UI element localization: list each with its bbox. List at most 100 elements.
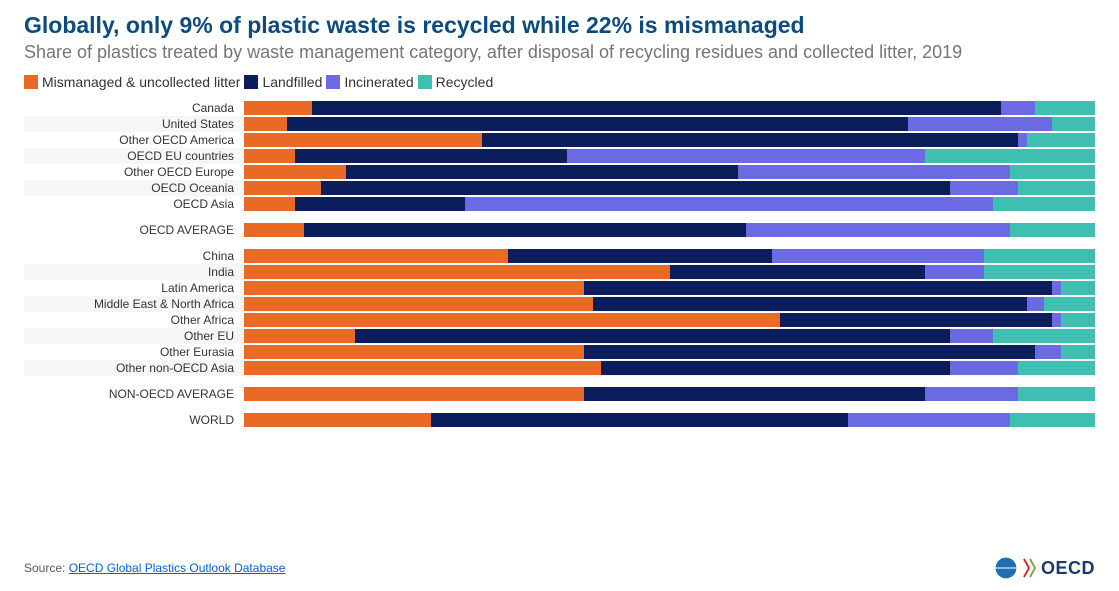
bar-segment-incinerated [1027,297,1044,311]
bar-segment-incinerated [1035,345,1061,359]
source-prefix: Source: [24,561,69,575]
bar-track [244,249,1095,263]
chart-row: Other OECD America [24,132,1095,148]
bar-segment-mismanaged [244,387,584,401]
bar-segment-landfilled [584,345,1035,359]
bar-segment-incinerated [1001,101,1035,115]
bar-segment-landfilled [355,329,951,343]
bar-segment-mismanaged [244,297,593,311]
bar-track [244,133,1095,147]
bar-segment-incinerated [1018,133,1027,147]
chart-row: India [24,264,1095,280]
bar-track [244,149,1095,163]
bar-segment-recycled [1061,345,1095,359]
bar-segment-landfilled [508,249,772,263]
bar-segment-incinerated [950,329,993,343]
bar-segment-recycled [1061,313,1095,327]
bar-segment-recycled [925,149,1095,163]
bar-segment-mismanaged [244,149,295,163]
chart-row: Other Eurasia [24,344,1095,360]
bar-segment-recycled [1018,387,1095,401]
bar-segment-mismanaged [244,413,431,427]
bar-segment-recycled [1018,181,1095,195]
legend-swatch [244,75,258,89]
bar-track [244,101,1095,115]
legend-item: Incinerated [326,74,413,90]
row-label: China [24,249,244,263]
bar-track [244,361,1095,375]
bar-segment-landfilled [584,387,924,401]
row-label: Latin America [24,281,244,295]
bar-track [244,117,1095,131]
bar-segment-recycled [1044,297,1095,311]
row-label: Canada [24,101,244,115]
bar-track [244,181,1095,195]
bar-segment-mismanaged [244,165,346,179]
bar-segment-incinerated [567,149,924,163]
chart-row: Latin America [24,280,1095,296]
bar-segment-incinerated [1052,313,1061,327]
bar-segment-landfilled [287,117,908,131]
bar-segment-recycled [1010,165,1095,179]
bar-track [244,281,1095,295]
row-label: OECD AVERAGE [24,223,244,237]
bar-segment-incinerated [465,197,993,211]
bar-segment-mismanaged [244,249,508,263]
legend-swatch [418,75,432,89]
bar-track [244,345,1095,359]
bar-segment-mismanaged [244,223,304,237]
chart-plot-area: CanadaUnited StatesOther OECD America OEC… [24,100,1095,428]
chart-row: United States [24,116,1095,132]
row-label: India [24,265,244,279]
bar-segment-incinerated [848,413,1010,427]
bar-segment-recycled [1035,101,1095,115]
bar-segment-incinerated [738,165,1010,179]
bar-segment-mismanaged [244,281,584,295]
row-label: Other Africa [24,313,244,327]
chart-row: Other non-OECD Asia [24,360,1095,376]
bar-track [244,313,1095,327]
source-link[interactable]: OECD Global Plastics Outlook Database [69,561,286,575]
row-label: OECD Oceania [24,181,244,195]
chart-row: Other OECD Europe [24,164,1095,180]
bar-segment-landfilled [670,265,925,279]
chart-row: WORLD [24,412,1095,428]
oecd-chevrons-icon [1023,555,1037,581]
bar-segment-recycled [1052,117,1095,131]
row-label: Other non-OECD Asia [24,361,244,375]
bar-segment-landfilled [295,197,465,211]
bar-segment-recycled [1010,413,1095,427]
bar-segment-landfilled [584,281,1052,295]
bar-segment-landfilled [593,297,1027,311]
bar-segment-landfilled [431,413,848,427]
bar-track [244,387,1095,401]
bar-segment-mismanaged [244,313,780,327]
bar-segment-mismanaged [244,181,321,195]
chart-row: Other Africa [24,312,1095,328]
bar-segment-landfilled [304,223,747,237]
bar-segment-mismanaged [244,329,355,343]
bar-segment-landfilled [312,101,1001,115]
group-spacer [24,402,1095,412]
bar-segment-incinerated [950,181,1018,195]
bar-segment-mismanaged [244,265,670,279]
row-label: Other Eurasia [24,345,244,359]
legend-label: Incinerated [344,74,413,90]
chart-row: Other EU [24,328,1095,344]
chart-legend: Mismanaged & uncollected litterLandfille… [24,74,1095,90]
bar-track [244,197,1095,211]
bar-segment-recycled [1018,361,1095,375]
chart-row: NON-OECD AVERAGE [24,386,1095,402]
chart-subtitle: Share of plastics treated by waste manag… [24,41,1095,64]
bar-segment-incinerated [925,387,1019,401]
bar-segment-recycled [984,265,1095,279]
chart-row: OECD Asia [24,196,1095,212]
bar-segment-recycled [1027,133,1095,147]
bar-segment-recycled [993,197,1095,211]
bar-segment-recycled [1010,223,1095,237]
group-spacer [24,212,1095,222]
row-label: NON-OECD AVERAGE [24,387,244,401]
bar-segment-incinerated [908,117,1053,131]
bar-segment-landfilled [295,149,567,163]
bar-segment-mismanaged [244,101,312,115]
